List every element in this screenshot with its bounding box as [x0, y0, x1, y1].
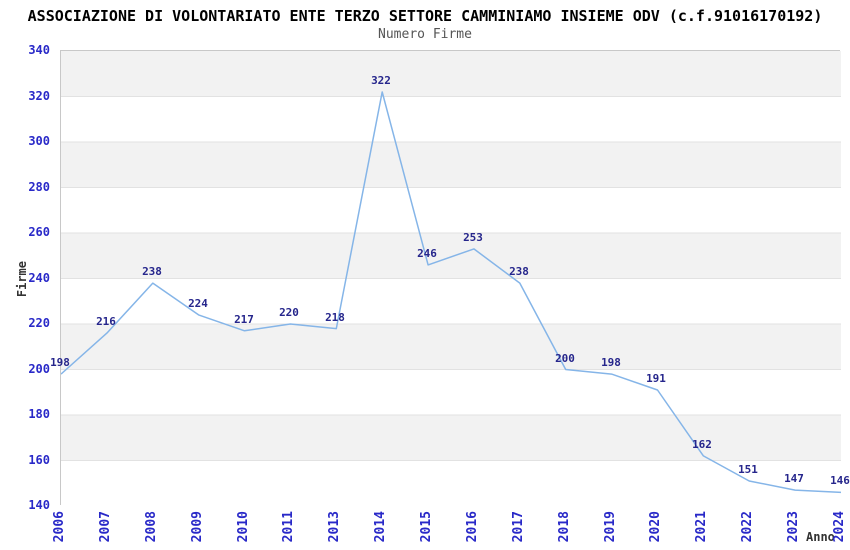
- plot-area: [60, 50, 841, 506]
- y-tick-label: 300: [28, 134, 50, 148]
- x-tick-label: 2019: [603, 511, 618, 543]
- plot-band: [61, 187, 841, 233]
- y-tick-label: 320: [28, 89, 50, 103]
- data-point-label: 224: [188, 297, 208, 310]
- plot-band: [61, 324, 841, 370]
- x-tick-label: 2007: [98, 511, 113, 543]
- data-point-label: 151: [738, 463, 758, 476]
- y-tick-label: 220: [28, 316, 50, 330]
- y-tick-label: 340: [28, 43, 50, 57]
- x-tick-label: 2006: [52, 511, 67, 543]
- x-tick-label: 2014: [373, 511, 388, 543]
- y-tick-label: 160: [28, 453, 50, 467]
- x-axis-label: Anno: [806, 530, 835, 544]
- data-point-label: 198: [50, 356, 70, 369]
- x-tick-label: 2017: [511, 511, 526, 543]
- data-point-label: 322: [371, 74, 391, 87]
- y-tick-label: 260: [28, 225, 50, 239]
- data-point-label: 198: [601, 356, 621, 369]
- x-tick-label: 2023: [786, 511, 801, 543]
- x-tick-label: 2021: [694, 511, 709, 543]
- data-point-label: 147: [784, 472, 804, 485]
- x-tick-label: 2008: [144, 511, 159, 543]
- y-tick-label: 180: [28, 407, 50, 421]
- line-chart-canvas: [61, 51, 841, 506]
- plot-band: [61, 233, 841, 279]
- x-tick-label: 2013: [327, 511, 342, 543]
- x-tick-label: 2022: [740, 511, 755, 543]
- y-tick-label: 240: [28, 271, 50, 285]
- chart-subtitle: Numero Firme: [378, 27, 472, 42]
- data-point-label: 216: [96, 315, 116, 328]
- chart-title: ASSOCIAZIONE DI VOLONTARIATO ENTE TERZO …: [27, 7, 823, 25]
- plot-band: [61, 96, 841, 142]
- x-tick-label: 2020: [648, 511, 663, 543]
- data-point-label: 217: [234, 313, 254, 326]
- data-point-label: 253: [463, 231, 483, 244]
- x-tick-label: 2018: [557, 511, 572, 543]
- x-tick-label: 2016: [465, 511, 480, 543]
- plot-band: [61, 51, 841, 97]
- plot-band: [61, 460, 841, 506]
- data-point-label: 162: [692, 438, 712, 451]
- data-point-label: 146: [830, 474, 850, 487]
- data-point-label: 200: [555, 352, 575, 365]
- data-point-label: 238: [509, 265, 529, 278]
- y-tick-label: 280: [28, 180, 50, 194]
- plot-band: [61, 369, 841, 415]
- data-point-label: 218: [325, 311, 345, 324]
- plot-band: [61, 278, 841, 324]
- plot-band: [61, 142, 841, 188]
- data-point-label: 238: [142, 265, 162, 278]
- y-tick-label: 200: [28, 362, 50, 376]
- x-tick-label: 2015: [419, 511, 434, 543]
- x-tick-label: 2009: [190, 511, 205, 543]
- data-point-label: 246: [417, 247, 437, 260]
- plot-band: [61, 415, 841, 461]
- data-line: [61, 91, 841, 494]
- y-tick-label: 140: [28, 498, 50, 512]
- x-tick-label: 2011: [281, 511, 296, 543]
- x-tick-label: 2024: [832, 511, 847, 543]
- x-tick-label: 2010: [236, 511, 251, 543]
- data-point-label: 220: [279, 306, 299, 319]
- data-point-label: 191: [646, 372, 666, 385]
